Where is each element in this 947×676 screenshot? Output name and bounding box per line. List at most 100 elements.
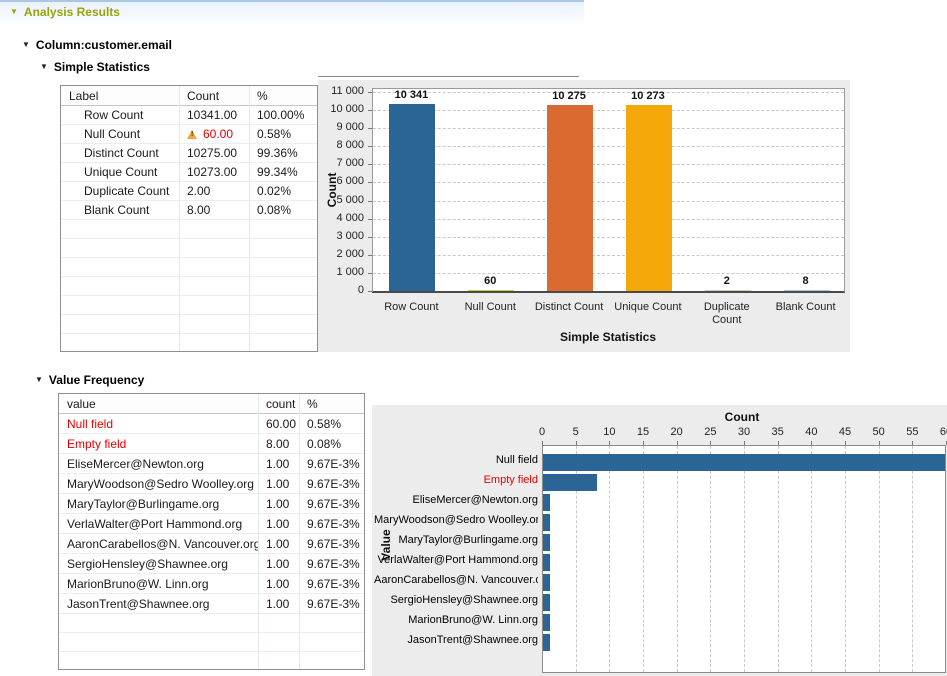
bar	[704, 289, 751, 291]
table-cell: 1.00	[266, 576, 290, 591]
plot-area	[372, 88, 845, 293]
category-label: Distinct Count	[534, 301, 604, 313]
table-row[interactable]: EliseMercer@Newton.org 1.00 9.67E-3%	[59, 454, 364, 474]
table-row[interactable]: MarionBruno@W. Linn.org 1.00 9.67E-3%	[59, 574, 364, 594]
table-cell: 100.00%	[257, 108, 305, 122]
bar	[543, 594, 550, 611]
table-row[interactable]: AaronCarabellos@N. Vancouver.org 1.00 9.67…	[59, 534, 364, 554]
table-row[interactable]: Null field 60.00 0.58%	[59, 414, 364, 434]
table-cell: 1.00	[266, 476, 290, 491]
y-tick-label: 7 000	[336, 157, 364, 170]
table-cell: 99.36%	[257, 146, 298, 160]
tick-mark	[368, 146, 372, 148]
gridline	[777, 446, 779, 672]
collapse-triangle-icon: ▼	[22, 40, 30, 49]
table-cell: Duplicate Count	[84, 184, 170, 198]
tick-mark	[368, 218, 372, 220]
x-axis-title: Simple Statistics	[559, 330, 657, 344]
table-row[interactable]: Null Count 60.00 0.58%	[61, 125, 317, 144]
category-label: MarionBruno@W. Linn.org	[408, 614, 538, 626]
y-tick-label: 10 000	[330, 103, 364, 116]
gridline	[878, 446, 880, 672]
table-row[interactable]: Unique Count 10273.00 99.34%	[61, 163, 317, 182]
gridline	[373, 254, 844, 256]
table-row[interactable]: Empty field 8.00 0.08%	[59, 434, 364, 454]
panel-top-border	[318, 76, 579, 77]
value-frequency-toggle[interactable]: ▼ Value Frequency	[35, 373, 144, 387]
table-row[interactable]: Distinct Count 10275.00 99.36%	[61, 144, 317, 163]
tick-mark	[643, 441, 644, 445]
table-row[interactable]: Row Count 10341.00 100.00%	[61, 106, 317, 125]
column-header-[interactable]: %	[307, 396, 318, 411]
tick-mark	[744, 441, 745, 445]
table-cell: SergioHensley@Shawnee.org	[67, 556, 228, 571]
tick-mark	[368, 92, 372, 93]
category-label: Unique Count	[614, 301, 682, 313]
tick-mark	[368, 182, 372, 184]
category-label: Null Count	[464, 301, 516, 313]
bar-value-label: 60	[484, 274, 497, 287]
table-empty-row	[59, 614, 364, 633]
warning-icon	[187, 129, 197, 139]
column-header-count[interactable]: Count	[187, 88, 220, 103]
table-cell: JasonTrent@Shawnee.org	[67, 596, 210, 611]
column-header-label[interactable]: Label	[69, 88, 99, 103]
table-cell: 9.67E-3%	[307, 496, 360, 511]
category-label: MaryTaylor@Burlingame.org	[398, 534, 538, 546]
column-separator	[258, 394, 259, 669]
gridline	[373, 92, 844, 93]
bar-value-label: 10 341	[394, 88, 429, 101]
table-cell: 99.34%	[257, 165, 298, 179]
x-tick-label: 20	[670, 426, 683, 438]
table-row[interactable]: VerlaWalter@Port Hammond.org 1.00 9.67E-3%	[59, 514, 364, 534]
value-frequency-table: value count% Null field 60.00 0.58% Empty fie…	[58, 393, 365, 670]
y-tick-label: 8 000	[336, 139, 364, 152]
simple-statistics-toggle[interactable]: ▼ Simple Statistics	[40, 60, 150, 74]
table-header-row: Label Count%	[61, 86, 317, 106]
tick-mark	[575, 441, 577, 445]
table-row[interactable]: JasonTrent@Shawnee.org 1.00 9.67E-3%	[59, 594, 364, 614]
column-header-[interactable]: %	[257, 88, 268, 103]
category-label: EliseMercer@Newton.org	[412, 494, 539, 506]
table-empty-row	[61, 277, 317, 296]
y-tick-label: 1 000	[336, 265, 364, 278]
y-tick-label: 11 000	[331, 85, 364, 97]
table-cell: 9.67E-3%	[307, 456, 360, 471]
value-frequency-chart: Count Value 051015202530354045505560Null…	[372, 405, 947, 676]
x-tick-label: 10	[603, 426, 616, 438]
bar	[543, 574, 550, 591]
analysis-results-toggle[interactable]: ▼ Analysis Results	[10, 5, 120, 19]
table-cell: Null field	[67, 416, 114, 431]
table-cell: 9.67E-3%	[307, 536, 360, 551]
y-tick-label: 5 000	[336, 193, 364, 206]
table-cell: 0.58%	[257, 127, 292, 141]
table-cell: 9.67E-3%	[307, 476, 360, 491]
table-header-row: value count%	[59, 394, 364, 414]
column-section-toggle[interactable]: ▼ Column:customer.email	[22, 38, 172, 52]
x-tick-label: 30	[737, 426, 751, 438]
column-header-count[interactable]: count	[266, 396, 296, 411]
bar	[389, 103, 436, 291]
table-cell: 9.67E-3%	[307, 516, 360, 531]
column-header-value[interactable]: value	[67, 396, 96, 411]
gridline	[373, 110, 844, 112]
table-cell: VerlaWalter@Port Hammond.org	[67, 516, 243, 531]
category-label: MaryWoodson@Sedro Woolley.org	[374, 514, 538, 526]
gridline	[373, 182, 844, 184]
bar	[543, 634, 550, 651]
table-row[interactable]: SergioHensley@Shawnee.org 1.00 9.67E-3%	[59, 554, 364, 574]
bar	[468, 289, 515, 291]
gridline	[643, 446, 644, 672]
gridline	[811, 446, 813, 672]
tick-mark	[912, 441, 914, 445]
table-row[interactable]: MaryWoodson@Sedro Woolley.org 1.00 9.67E-3…	[59, 474, 364, 494]
table-cell: 60.00	[179, 127, 249, 141]
table-cell: Distinct Count	[84, 146, 159, 160]
gridline	[373, 146, 844, 148]
table-row[interactable]: Duplicate Count 2.00 0.02%	[61, 182, 317, 201]
table-row[interactable]: Blank Count 8.00 0.08%	[61, 201, 317, 220]
table-row[interactable]: MaryTaylor@Burlingame.org 1.00 9.67E-3%	[59, 494, 364, 514]
bar	[543, 614, 550, 631]
